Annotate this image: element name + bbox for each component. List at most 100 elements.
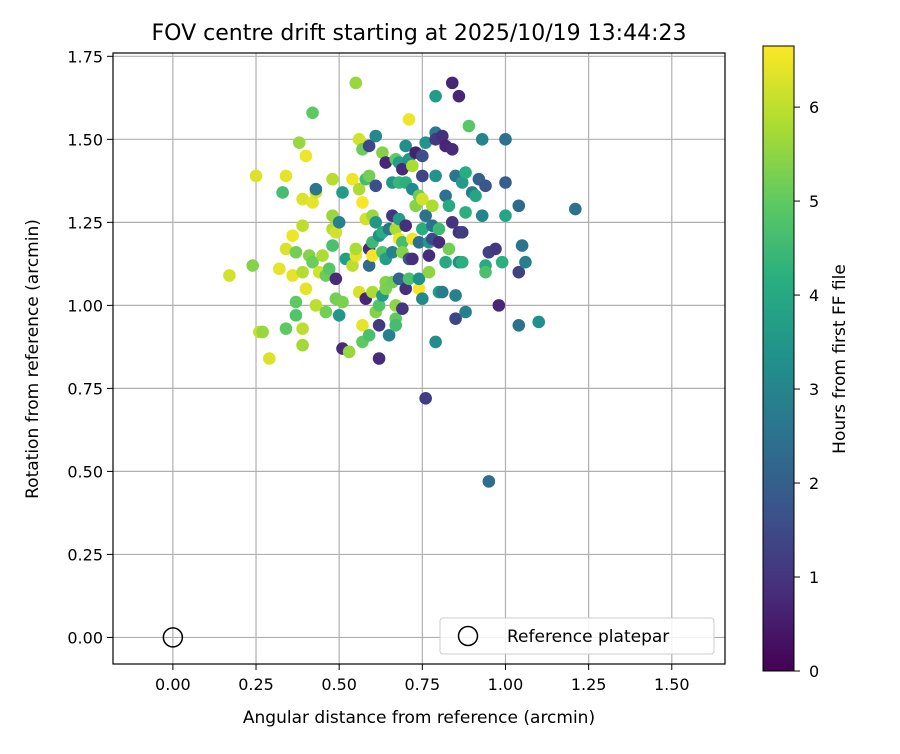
data-point	[336, 296, 349, 309]
data-point	[363, 329, 376, 342]
data-point	[463, 120, 476, 133]
data-point	[350, 77, 363, 90]
data-point	[532, 316, 545, 329]
colorbar-tick-label: 1	[809, 568, 819, 587]
data-point	[476, 133, 489, 146]
data-point	[429, 90, 442, 103]
colorbar-tick-label: 4	[809, 286, 819, 305]
data-point	[250, 170, 263, 183]
data-point	[406, 160, 419, 173]
data-point	[423, 266, 436, 279]
y-tick-label: 0.75	[67, 379, 103, 398]
data-point	[459, 166, 472, 179]
data-point	[429, 336, 442, 349]
data-point	[512, 319, 525, 332]
data-point	[306, 106, 319, 119]
y-tick-label: 0.50	[67, 462, 103, 481]
data-point	[373, 319, 386, 332]
data-point	[356, 196, 369, 209]
data-point	[419, 392, 432, 405]
x-tick-label: 1.50	[654, 675, 690, 694]
data-point	[426, 199, 439, 212]
legend: Reference platepar	[440, 618, 714, 654]
plot-frame	[113, 53, 725, 664]
y-tick-label: 1.50	[67, 130, 103, 149]
data-point	[326, 239, 339, 252]
grid	[113, 53, 725, 664]
data-point	[369, 130, 382, 143]
data-point	[493, 299, 506, 312]
data-point	[443, 243, 456, 256]
colorbar-tick-label: 5	[809, 192, 819, 211]
y-tick-label: 1.75	[67, 47, 103, 66]
data-point	[499, 209, 512, 222]
data-point	[449, 289, 462, 302]
data-point	[280, 322, 293, 335]
data-point	[446, 143, 459, 156]
data-point	[479, 180, 492, 193]
data-point	[436, 286, 449, 299]
y-axis-ticks: 0.00 0.25 0.50 0.75 1.00 1.25 1.50 1.75	[67, 47, 113, 647]
data-point	[273, 263, 286, 276]
data-point	[296, 339, 309, 352]
data-point	[423, 249, 436, 262]
data-point	[499, 133, 512, 146]
data-point	[496, 256, 509, 269]
colorbar: 0 1 2 3 4 5 6 Hours from first FF file	[763, 46, 850, 681]
colorbar-gradient	[763, 46, 794, 671]
legend-reference-label: Reference platepar	[507, 627, 669, 647]
data-point	[373, 352, 386, 365]
data-point	[336, 186, 349, 199]
data-point	[399, 219, 412, 232]
x-axis-label: Angular distance from reference (arcmin)	[243, 708, 595, 728]
data-point	[476, 209, 489, 222]
scatter-chart: FOV centre drift starting at 2025/10/19 …	[0, 0, 900, 750]
data-point	[300, 150, 313, 163]
data-point	[429, 170, 442, 183]
colorbar-tick-label: 3	[809, 380, 819, 399]
x-tick-label: 1.00	[488, 675, 524, 694]
colorbar-ticks: 0123456	[794, 98, 819, 681]
data-point	[403, 113, 416, 126]
data-point	[459, 206, 472, 219]
data-point	[416, 292, 429, 305]
data-point	[330, 273, 343, 286]
data-point	[469, 189, 482, 202]
data-point	[389, 319, 402, 332]
data-point	[446, 77, 459, 90]
x-tick-label: 1.25	[571, 675, 607, 694]
data-point	[223, 269, 236, 282]
data-point	[300, 282, 313, 295]
x-tick-label: 0.75	[405, 675, 441, 694]
data-point	[290, 246, 303, 259]
data-point	[296, 219, 309, 232]
data-point	[286, 229, 299, 242]
data-point	[456, 256, 469, 269]
data-point	[369, 180, 382, 193]
data-point	[333, 216, 346, 229]
data-point	[316, 249, 329, 262]
data-point	[459, 306, 472, 319]
data-point	[519, 256, 532, 269]
data-point	[456, 226, 469, 239]
x-tick-label: 0.00	[155, 675, 191, 694]
y-tick-label: 0.25	[67, 545, 103, 564]
data-point	[296, 322, 309, 335]
x-tick-label: 0.25	[238, 675, 274, 694]
data-point	[499, 176, 512, 189]
y-tick-label: 1.00	[67, 296, 103, 315]
y-tick-label: 1.25	[67, 213, 103, 232]
data-point	[439, 256, 452, 269]
colorbar-tick-label: 0	[809, 662, 819, 681]
data-point	[443, 199, 456, 212]
data-point	[256, 326, 269, 339]
data-point	[489, 243, 502, 256]
data-points	[223, 77, 582, 488]
data-point	[453, 90, 466, 103]
x-axis-ticks: 0.00 0.25 0.50 0.75 1.00 1.25 1.50	[155, 664, 690, 694]
chart-title: FOV centre drift starting at 2025/10/19 …	[152, 21, 687, 46]
y-axis-label: Rotation from reference (arcmin)	[23, 219, 43, 499]
data-point	[433, 223, 446, 236]
data-point	[406, 253, 419, 266]
data-point	[263, 352, 276, 365]
